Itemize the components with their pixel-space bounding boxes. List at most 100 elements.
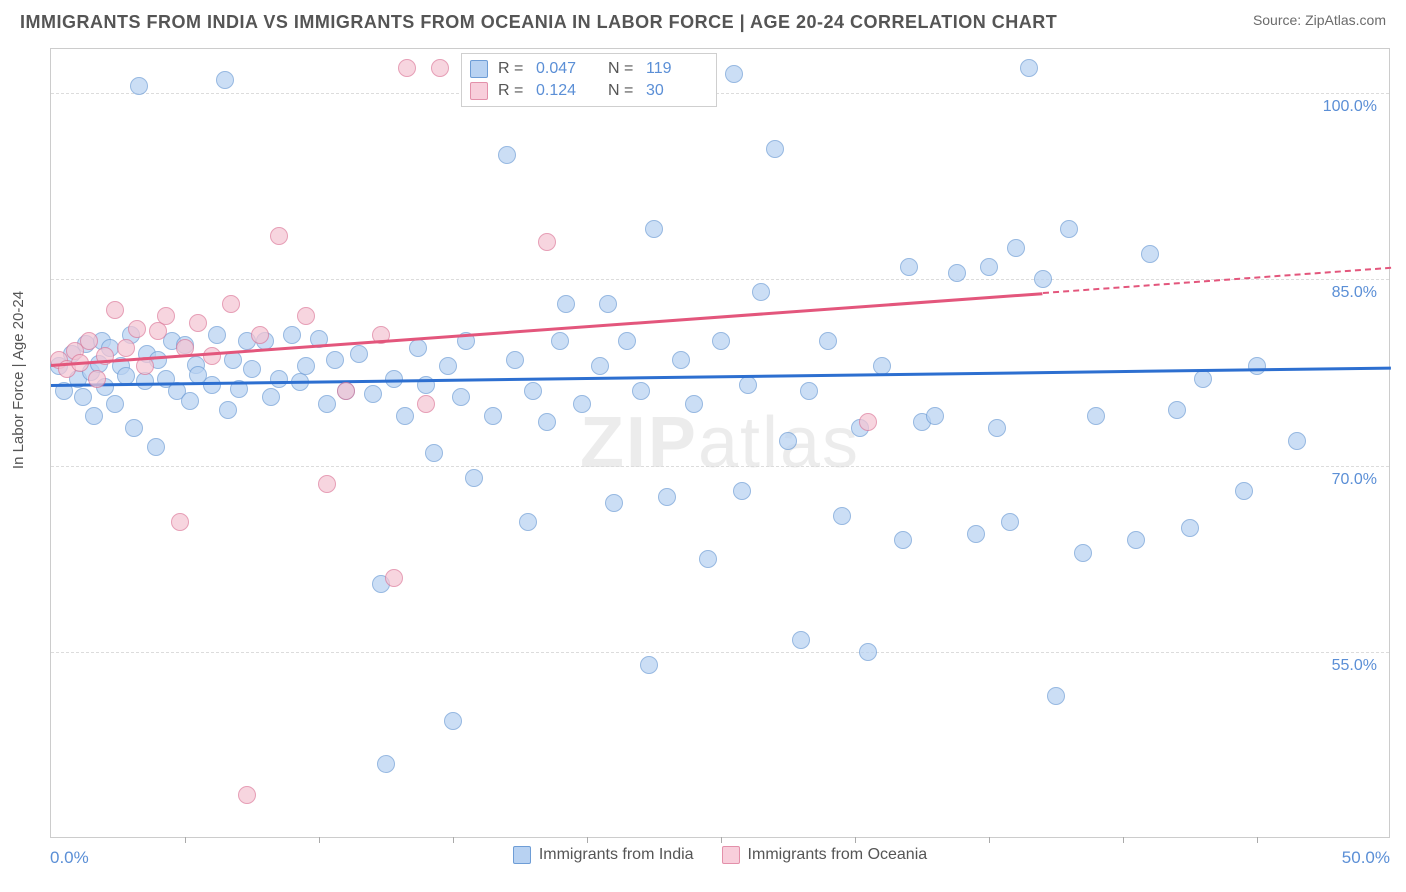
marker-oceania <box>189 314 207 332</box>
x-tick <box>1257 837 1258 843</box>
source-label: Source: ZipAtlas.com <box>1253 12 1386 28</box>
legend-swatch <box>470 82 488 100</box>
marker-india <box>557 295 575 313</box>
gridline <box>51 279 1389 280</box>
series-legend-label: Immigrants from Oceania <box>748 846 928 864</box>
marker-india <box>1001 513 1019 531</box>
marker-india <box>926 407 944 425</box>
marker-india <box>658 488 676 506</box>
marker-oceania <box>417 395 435 413</box>
marker-india <box>948 264 966 282</box>
chart-area: ZIPatlas R =0.047N =119 R = 0.124 N = 30 55.… <box>50 48 1390 838</box>
marker-india <box>364 385 382 403</box>
marker-india <box>219 401 237 419</box>
marker-oceania <box>171 513 189 531</box>
marker-india <box>645 220 663 238</box>
marker-oceania <box>117 339 135 357</box>
marker-india <box>125 419 143 437</box>
marker-oceania <box>128 320 146 338</box>
marker-india <box>74 388 92 406</box>
r-label: R = <box>498 82 526 100</box>
n-label: N = <box>608 82 636 100</box>
marker-india <box>297 357 315 375</box>
marker-india <box>444 712 462 730</box>
marker-india <box>859 643 877 661</box>
marker-india <box>425 444 443 462</box>
n-value: 30 <box>646 82 708 100</box>
marker-india <box>833 507 851 525</box>
stats-legend: R =0.047N =119 R = 0.124 N = 30 <box>461 53 717 107</box>
marker-india <box>1034 270 1052 288</box>
marker-india <box>208 326 226 344</box>
marker-india <box>1288 432 1306 450</box>
marker-oceania <box>431 59 449 77</box>
x-axis-labels: 0.0% Immigrants from IndiaImmigrants fro… <box>50 848 1390 878</box>
marker-india <box>1074 544 1092 562</box>
marker-india <box>618 332 636 350</box>
marker-india <box>1047 687 1065 705</box>
n-value: 119 <box>646 60 708 78</box>
plot-area: ZIPatlas R =0.047N =119 R = 0.124 N = 30 55.… <box>51 49 1389 837</box>
marker-india <box>640 656 658 674</box>
marker-india <box>632 382 650 400</box>
marker-india <box>980 258 998 276</box>
x-tick <box>319 837 320 843</box>
r-value: 0.124 <box>536 82 598 100</box>
stats-legend-row: R =0.047N =119 <box>470 58 708 80</box>
stats-legend-row: R = 0.124 N = 30 <box>470 80 708 102</box>
marker-oceania <box>337 382 355 400</box>
marker-india <box>216 71 234 89</box>
marker-india <box>1248 357 1266 375</box>
marker-oceania <box>251 326 269 344</box>
marker-india <box>551 332 569 350</box>
r-value: 0.047 <box>536 60 598 78</box>
marker-oceania <box>157 307 175 325</box>
y-tick-label: 55.0% <box>1332 657 1377 675</box>
marker-oceania <box>238 786 256 804</box>
series-legend: Immigrants from IndiaImmigrants from Oce… <box>50 846 1390 869</box>
watermark: ZIPatlas <box>580 402 860 484</box>
marker-india <box>484 407 502 425</box>
chart-header: IMMIGRANTS FROM INDIA VS IMMIGRANTS FROM… <box>0 0 1406 39</box>
y-tick-label: 85.0% <box>1332 284 1377 302</box>
marker-india <box>1141 245 1159 263</box>
marker-india <box>377 755 395 773</box>
gridline <box>51 93 1389 94</box>
chart-title: IMMIGRANTS FROM INDIA VS IMMIGRANTS FROM… <box>20 12 1057 33</box>
y-axis-label: In Labor Force | Age 20-24 <box>10 291 27 469</box>
marker-india <box>967 525 985 543</box>
marker-india <box>270 370 288 388</box>
marker-india <box>894 531 912 549</box>
x-tick <box>855 837 856 843</box>
marker-india <box>573 395 591 413</box>
marker-india <box>465 469 483 487</box>
marker-india <box>792 631 810 649</box>
marker-india <box>506 351 524 369</box>
marker-india <box>262 388 280 406</box>
marker-india <box>1194 370 1212 388</box>
marker-india <box>725 65 743 83</box>
marker-oceania <box>203 347 221 365</box>
legend-swatch <box>513 846 531 864</box>
marker-india <box>712 332 730 350</box>
series-legend-item: Immigrants from Oceania <box>722 846 928 864</box>
marker-oceania <box>80 332 98 350</box>
marker-india <box>733 482 751 500</box>
marker-india <box>1087 407 1105 425</box>
marker-india <box>498 146 516 164</box>
marker-india <box>605 494 623 512</box>
marker-oceania <box>538 233 556 251</box>
marker-india <box>147 438 165 456</box>
marker-india <box>243 360 261 378</box>
marker-india <box>396 407 414 425</box>
y-tick-label: 100.0% <box>1323 98 1377 116</box>
marker-india <box>538 413 556 431</box>
marker-india <box>672 351 690 369</box>
marker-oceania <box>385 569 403 587</box>
marker-india <box>766 140 784 158</box>
marker-india <box>699 550 717 568</box>
marker-india <box>350 345 368 363</box>
marker-oceania <box>222 295 240 313</box>
marker-india <box>1235 482 1253 500</box>
marker-india <box>409 339 427 357</box>
